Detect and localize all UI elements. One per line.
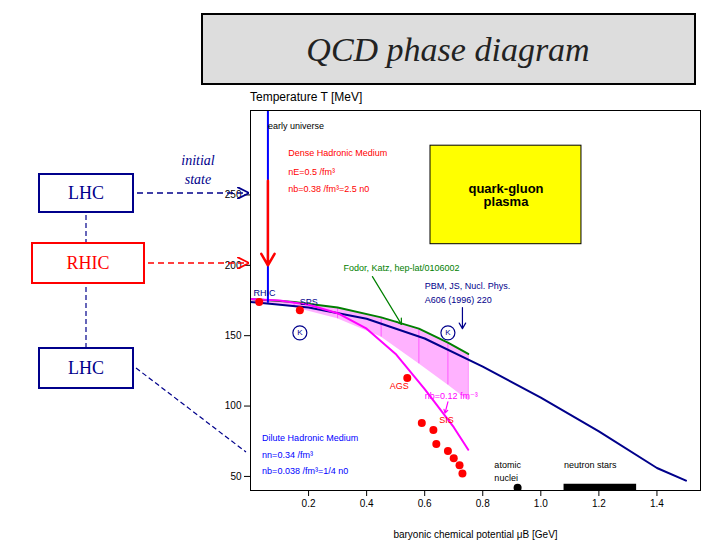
svg-text:Fodor, Katz, hep-lat/0106002: Fodor, Katz, hep-lat/0106002 xyxy=(343,263,459,273)
svg-text:nuclei: nuclei xyxy=(494,473,518,483)
svg-text:0.2: 0.2 xyxy=(302,498,316,509)
svg-text:1.4: 1.4 xyxy=(650,498,664,509)
svg-text:Dilute Hadronic Medium: Dilute Hadronic Medium xyxy=(262,433,358,443)
svg-text:early universe: early universe xyxy=(268,121,324,131)
svg-text:150: 150 xyxy=(225,330,242,341)
svg-text:50: 50 xyxy=(230,471,242,482)
svg-text:SIS: SIS xyxy=(439,415,454,425)
svg-text:quark-gluonplasma: quark-gluonplasma xyxy=(468,181,543,209)
svg-text:baryonic chemical potential μB: baryonic chemical potential μB [GeV] xyxy=(393,529,557,540)
svg-text:Dense Hadronic Medium: Dense Hadronic Medium xyxy=(288,148,387,158)
svg-text:nb=0.38 /fm³=2.5 n0: nb=0.38 /fm³=2.5 n0 xyxy=(288,184,369,194)
svg-text:0.6: 0.6 xyxy=(418,498,432,509)
svg-text:nn=0.34 /fm³: nn=0.34 /fm³ xyxy=(262,450,313,460)
svg-text:QCD phase diagram: QCD phase diagram xyxy=(306,31,589,68)
svg-text:neutron stars: neutron stars xyxy=(564,460,617,470)
svg-text:LHC: LHC xyxy=(68,183,104,203)
svg-text:LHC: LHC xyxy=(68,358,104,378)
svg-text:0.8: 0.8 xyxy=(476,498,490,509)
svg-text:PBM, JS, Nucl. Phys.: PBM, JS, Nucl. Phys. xyxy=(425,281,511,291)
svg-text:0.4: 0.4 xyxy=(360,498,374,509)
svg-text:K: K xyxy=(297,328,303,337)
svg-text:atomic: atomic xyxy=(494,460,521,470)
svg-text:nE=0.5 /fm³: nE=0.5 /fm³ xyxy=(288,167,335,177)
svg-text:AGS: AGS xyxy=(390,381,409,391)
svg-text:200: 200 xyxy=(225,260,242,271)
svg-text:100: 100 xyxy=(225,400,242,411)
svg-text:A606 (1996) 220: A606 (1996) 220 xyxy=(425,295,492,305)
svg-text:SPS: SPS xyxy=(300,297,318,307)
svg-text:1.0: 1.0 xyxy=(534,498,548,509)
svg-text:1.2: 1.2 xyxy=(592,498,606,509)
svg-text:nb=0.12 fm⁻³: nb=0.12 fm⁻³ xyxy=(425,391,478,401)
svg-text:RHIC: RHIC xyxy=(66,253,109,273)
svg-text:Temperature T [MeV]: Temperature T [MeV] xyxy=(250,90,362,104)
svg-text:250: 250 xyxy=(225,189,242,200)
svg-text:initialstate: initialstate xyxy=(181,153,215,187)
svg-text:nb=0.038 /fm³=1/4 n0: nb=0.038 /fm³=1/4 n0 xyxy=(262,466,348,476)
svg-text:K: K xyxy=(445,328,451,337)
svg-text:RHIC: RHIC xyxy=(253,288,275,298)
